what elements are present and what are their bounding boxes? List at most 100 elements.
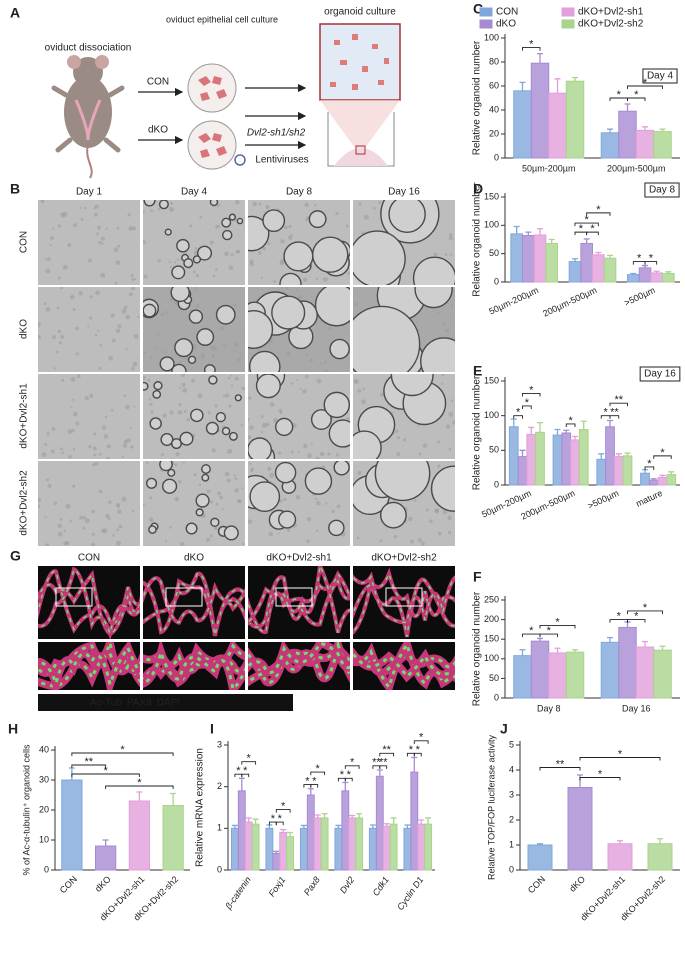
- texture: [304, 374, 309, 379]
- organoid: [171, 363, 187, 372]
- texture: [221, 508, 224, 511]
- legend-label: dKO: [496, 19, 516, 30]
- significance-label: *: [603, 407, 608, 419]
- significance-label: *: [617, 89, 622, 101]
- y-tick-label: 0: [494, 479, 499, 489]
- texture: [182, 461, 185, 464]
- texture: [210, 345, 215, 350]
- micrograph-bg: [38, 461, 140, 546]
- panel-letter: F: [473, 569, 482, 585]
- texture: [122, 443, 128, 448]
- micrograph-bg: [38, 287, 140, 372]
- legend-swatch: [479, 7, 493, 17]
- texture: [186, 418, 190, 422]
- error-bar: [537, 52, 543, 64]
- texture: [117, 244, 121, 248]
- bar: [61, 779, 83, 871]
- texture: [164, 311, 169, 315]
- y-tick-label: 2: [509, 814, 514, 824]
- texture: [100, 242, 104, 245]
- texture: [145, 461, 149, 465]
- texture: [91, 532, 95, 536]
- texture: [316, 500, 321, 506]
- error-bar: [572, 76, 578, 82]
- error-bar: [425, 817, 432, 825]
- y-tick-label: 100: [484, 410, 499, 420]
- bar: [375, 775, 384, 871]
- texture: [314, 497, 318, 501]
- texture: [130, 445, 134, 449]
- group-label: CON: [147, 77, 169, 88]
- texture: [116, 540, 121, 546]
- error-bar: [537, 228, 543, 235]
- organoid: [148, 525, 157, 534]
- texture: [261, 423, 267, 428]
- texture: [227, 376, 231, 380]
- micrograph: [143, 461, 245, 546]
- texture: [262, 247, 266, 251]
- texture: [211, 448, 216, 453]
- texture: [354, 302, 358, 307]
- significance-bracket: [609, 402, 628, 407]
- texture: [178, 480, 182, 484]
- significance-label: *: [529, 384, 534, 396]
- y-tick-label: 0: [509, 864, 514, 874]
- texture: [335, 453, 340, 457]
- significance-bracket: [586, 212, 611, 216]
- texture: [192, 345, 197, 350]
- stain-label: PAX8: [127, 698, 152, 709]
- bar: [389, 823, 398, 871]
- panel-letter: E: [473, 363, 482, 379]
- significance-label: *: [634, 611, 639, 623]
- significance-bracket: [579, 777, 621, 781]
- annotation: Day 4: [647, 71, 674, 82]
- texture: [233, 349, 236, 352]
- panel-letter: A: [10, 5, 20, 21]
- significance-label: **: [614, 394, 623, 406]
- texture: [181, 382, 186, 387]
- texture: [380, 392, 384, 397]
- bar: [334, 827, 343, 871]
- bar: [522, 235, 535, 283]
- texture: [241, 386, 245, 391]
- texture: [346, 417, 350, 421]
- bar: [162, 805, 184, 871]
- texture: [358, 202, 362, 206]
- organoid: [308, 210, 327, 229]
- organoid: [192, 255, 202, 264]
- texture: [267, 242, 271, 246]
- organoid: [353, 305, 421, 372]
- texture: [309, 358, 314, 363]
- texture: [116, 227, 120, 230]
- micrograph: [353, 287, 455, 372]
- y-tick-label: 10: [39, 834, 49, 844]
- bar: [510, 233, 524, 283]
- error-bar: [519, 449, 526, 457]
- texture: [150, 519, 154, 523]
- texture: [87, 325, 90, 328]
- significance-bracket: [275, 821, 284, 826]
- bar: [513, 655, 532, 699]
- texture: [250, 468, 254, 473]
- organoid: [390, 374, 434, 397]
- texture: [237, 357, 242, 362]
- fluorescence-image: [143, 566, 245, 639]
- texture: [277, 451, 282, 455]
- texture: [129, 427, 132, 430]
- organoid: [328, 519, 345, 537]
- texture: [241, 487, 244, 490]
- cilia: [248, 566, 350, 633]
- texture: [149, 402, 153, 406]
- zoom-box: [165, 587, 203, 607]
- significance-label: *: [634, 89, 639, 101]
- significance-label: *: [419, 732, 424, 744]
- error-bar: [369, 824, 376, 829]
- texture: [422, 443, 428, 448]
- texture: [101, 425, 107, 430]
- texture: [51, 335, 56, 340]
- bar: [95, 845, 117, 871]
- cilia: [143, 580, 245, 636]
- texture: [70, 376, 76, 382]
- bar: [561, 432, 572, 486]
- texture: [169, 206, 175, 212]
